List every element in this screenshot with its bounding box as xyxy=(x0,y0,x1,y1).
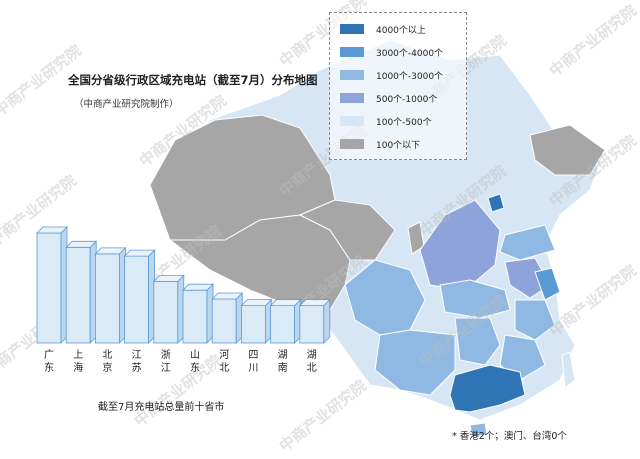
legend-label: 500个-1000个 xyxy=(376,94,438,105)
legend-swatch xyxy=(340,93,364,103)
region-taiwan xyxy=(561,351,576,389)
bar-湖北 xyxy=(298,298,331,344)
legend-swatch xyxy=(340,70,364,80)
bar-上海 xyxy=(65,240,98,344)
bar-category-label: 浙江 xyxy=(160,350,171,374)
legend-swatch xyxy=(340,116,364,126)
legend-item: 1000个-3000个 xyxy=(340,69,444,82)
bar-浙江 xyxy=(152,274,185,344)
region-southwest xyxy=(374,329,456,396)
bar-category-label: 上海 xyxy=(73,350,84,374)
legend-item: 3000个-4000个 xyxy=(340,46,444,59)
legend-label: 1000个-3000个 xyxy=(376,71,444,82)
legend-item: 4000个以上 xyxy=(340,23,426,36)
bar-四川 xyxy=(240,298,273,344)
bar-category-label: 山东 xyxy=(190,350,200,374)
legend: 4000个以上 3000个-4000个 1000个-3000个 500个-100… xyxy=(329,12,467,160)
region-qinghai xyxy=(298,199,396,261)
legend-swatch xyxy=(340,139,364,149)
region-heilongjiang xyxy=(529,124,606,176)
region-hubei xyxy=(439,279,511,319)
legend-swatch xyxy=(340,24,364,34)
region-jiangsu xyxy=(504,257,551,299)
footnote: * 香港2个；澳门、台湾0个 xyxy=(452,431,567,442)
legend-label: 3000个-4000个 xyxy=(376,48,444,59)
map-subtitle: （中商产业研究院制作） xyxy=(74,99,179,110)
region-tibet xyxy=(168,214,351,311)
bar-category-label: 江苏 xyxy=(131,350,142,374)
region-central-north xyxy=(419,199,501,291)
bar-category-label: 湖北 xyxy=(306,350,317,374)
legend-label: 100个以下 xyxy=(376,140,421,151)
legend-label: 4000个以上 xyxy=(376,25,426,36)
region-zhejiang xyxy=(514,299,556,341)
legend-label: 100个-500个 xyxy=(376,117,432,128)
region-beijing xyxy=(487,193,505,213)
bar-category-label: 四川 xyxy=(248,350,259,374)
bar-category-label: 北京 xyxy=(102,350,113,374)
region-shanghai xyxy=(534,267,561,301)
bar-category-label: 河北 xyxy=(219,350,230,374)
bar-江苏 xyxy=(123,249,156,344)
bar-河北 xyxy=(211,292,244,344)
bar-山东 xyxy=(182,283,214,344)
map-title: 全国分省级行政区域充电站（截至7月）分布地图 xyxy=(68,73,318,87)
legend-item: 100个以下 xyxy=(340,138,421,151)
bar-category-label: 湖南 xyxy=(277,350,288,374)
region-fujian xyxy=(499,334,546,381)
legend-swatch xyxy=(340,47,364,57)
bar-chart-caption: 截至7月充电站总量前十省市 xyxy=(98,402,225,413)
bar-广东 xyxy=(36,226,68,344)
legend-item: 500个-1000个 xyxy=(340,92,438,105)
bar-category-label: 广东 xyxy=(44,350,54,374)
bar-北京 xyxy=(94,246,127,344)
bar-湖南 xyxy=(269,298,302,344)
region-guangdong xyxy=(449,364,526,413)
region-sichuan xyxy=(344,259,426,336)
legend-item: 100个-500个 xyxy=(340,115,432,128)
region-shandong xyxy=(499,224,556,261)
region-hainan xyxy=(469,422,488,438)
region-hunan xyxy=(454,317,501,366)
